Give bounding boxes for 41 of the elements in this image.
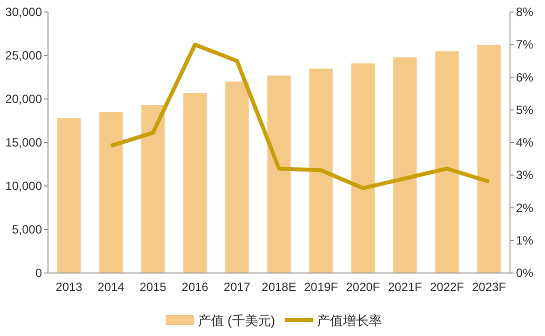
x-tick-label: 2021F <box>388 280 422 294</box>
bar <box>477 45 501 273</box>
legend-label: 产值 (千美元) <box>198 313 276 328</box>
bar <box>225 82 249 273</box>
bar <box>141 105 165 273</box>
y-tick-label: 15,000 <box>5 136 42 150</box>
x-tick-label: 2014 <box>98 280 125 294</box>
y2-tick-label: 0% <box>516 266 534 280</box>
y-tick-label: 30,000 <box>5 5 42 19</box>
y2-tick-label: 3% <box>516 168 534 182</box>
y2-tick-label: 1% <box>516 233 534 248</box>
x-tick-label: 2020F <box>346 280 380 294</box>
y2-tick-label: 7% <box>516 38 534 52</box>
bar <box>183 92 207 273</box>
y2-tick-label: 4% <box>516 136 534 150</box>
bar <box>57 118 81 273</box>
line-series <box>109 42 491 190</box>
y-tick-label: 5,000 <box>12 222 42 236</box>
x-tick-label: 2022F <box>430 280 464 294</box>
x-tick-label: 2017 <box>224 280 251 294</box>
bar <box>435 51 459 273</box>
x-tick-label: 2016 <box>182 280 209 294</box>
y2-tick-label: 6% <box>516 70 534 84</box>
y-tick-label: 20,000 <box>5 92 42 106</box>
y-tick-label: 0 <box>35 266 42 280</box>
bar <box>99 112 123 273</box>
y2-tick-label: 5% <box>516 102 534 117</box>
y-tick-label: 25,000 <box>5 48 42 62</box>
y-tick-label: 10,000 <box>5 179 42 193</box>
x-tick-label: 2019F <box>304 280 338 294</box>
y2-tick-label: 2% <box>516 200 534 215</box>
bar <box>351 63 375 273</box>
bar <box>393 57 417 273</box>
x-tick-label: 2015 <box>140 280 167 294</box>
x-tick-label: 2013 <box>56 280 83 294</box>
x-tick-label: 2023F <box>472 280 506 294</box>
y2-tick-label: 8% <box>516 5 534 19</box>
bar <box>267 76 291 273</box>
bar <box>309 68 333 273</box>
legend-label: 产值增长率 <box>317 313 382 328</box>
x-tick-label: 2018E <box>262 280 296 294</box>
